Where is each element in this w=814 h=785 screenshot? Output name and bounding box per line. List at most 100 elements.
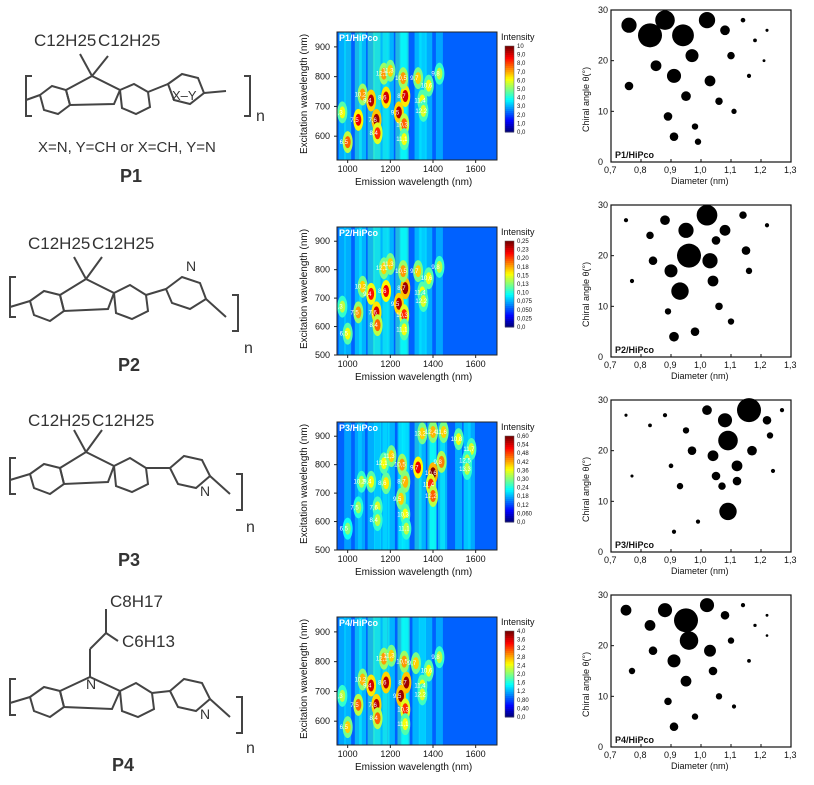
- bubble: [731, 108, 737, 114]
- colorbar-title: Intensity: [501, 227, 535, 237]
- peak-label: 9,5: [391, 110, 400, 116]
- peak-label: 11,3: [382, 262, 394, 268]
- bubble: [717, 413, 733, 428]
- peak-label: 12,2: [425, 494, 437, 500]
- colorbar-tick-label: 0,025: [517, 316, 533, 322]
- bubble: [753, 623, 757, 628]
- colorbar-segment: [505, 693, 514, 696]
- x-tick-label: 1,0: [694, 165, 707, 175]
- x-tick-label: 0,9: [664, 165, 677, 175]
- y-axis-label: Chiral angle θ(°): [581, 652, 591, 717]
- peak-label: 9,8: [431, 265, 440, 271]
- peak-core: [359, 280, 366, 293]
- colorbar-tick-label: 0,0: [517, 715, 526, 721]
- bubble: [740, 603, 746, 608]
- bubble: [664, 697, 672, 706]
- colorbar-segment: [505, 448, 514, 452]
- y-tick-label: 500: [315, 545, 330, 555]
- bubble: [682, 427, 690, 434]
- bubble: [648, 423, 652, 428]
- colorbar-frame: [504, 630, 515, 718]
- x-axis-label: Diameter (nm): [671, 566, 729, 576]
- y-tick-label: 900: [315, 627, 330, 637]
- peak-core: [358, 475, 365, 488]
- colorbar-tick-label: 8,0: [517, 61, 526, 67]
- emission-streak: [374, 227, 382, 355]
- peak-label: 8,4: [370, 131, 379, 137]
- substituent-a-p3: C12H25: [28, 411, 90, 430]
- bubble: [650, 60, 662, 72]
- peak-label: 9,7: [408, 661, 417, 667]
- colorbar-segment: [505, 674, 514, 677]
- peak-core: [399, 458, 406, 471]
- peak-core: [359, 673, 366, 686]
- bubble: [708, 666, 718, 676]
- bubble: [644, 620, 656, 631]
- y-tick-label: 0: [598, 742, 603, 752]
- colorbar-segment: [505, 498, 514, 501]
- colorbar-segment: [505, 635, 514, 638]
- bubble: [620, 604, 632, 616]
- x-tick-label: 1,3: [784, 750, 797, 760]
- peak-core: [398, 492, 404, 505]
- peak-core: [374, 514, 381, 527]
- colorbar-tick-label: 0,0: [517, 325, 526, 331]
- peak-core: [368, 94, 375, 107]
- colorbar-segment: [505, 277, 514, 281]
- colorbar-frame: [504, 45, 515, 133]
- x-tick-label: 1600: [466, 749, 486, 759]
- bubble: [666, 68, 682, 83]
- y-tick-label: 900: [315, 431, 330, 441]
- emission-streak: [374, 617, 382, 745]
- peak-core: [402, 90, 409, 102]
- emission-streak: [338, 617, 346, 745]
- peak-core: [403, 522, 410, 535]
- bubble: [727, 318, 735, 325]
- colorbar-segment: [505, 506, 514, 510]
- emission-streak: [344, 32, 352, 160]
- peak-label: 12,1: [376, 266, 388, 272]
- substituent-b-p4: C6H13: [122, 632, 175, 651]
- colorbar-segment: [505, 697, 514, 701]
- peak-label: 11,1: [396, 137, 408, 143]
- colorbar-tick-label: 0,20: [517, 256, 529, 262]
- x-tick-label: 1,1: [724, 165, 737, 175]
- emission-streak: [374, 422, 382, 550]
- peak-core: [402, 475, 409, 488]
- colorbar-segment: [505, 279, 514, 283]
- colorbar-segment: [505, 63, 514, 66]
- emission-streak: [344, 617, 352, 745]
- colorbar-segment: [505, 119, 514, 122]
- colorbar-segment: [505, 708, 514, 712]
- bubble: [762, 59, 766, 63]
- colorbar-segment: [505, 251, 514, 255]
- x-tick-label: 1200: [380, 554, 400, 564]
- heatmap-field: 6,5 7,5 8,3 7,6 8,4 9,410,2 8,6 12,1 8,7 9,5 10,3 1…: [337, 617, 445, 745]
- peak-label: 8,4: [370, 716, 379, 722]
- colorbar-segment: [505, 509, 514, 512]
- y-tick-label: 30: [598, 590, 608, 600]
- x-tick-label: 1,3: [784, 555, 797, 565]
- peak-label: 10,3: [397, 512, 409, 518]
- x-tick-label: 0,8: [634, 360, 647, 370]
- x-tick-label: 1,2: [754, 750, 767, 760]
- colorbar-segment: [505, 290, 514, 294]
- chirality-map-p2: 0,7 0,8 0,9 1,0 1,1 1,2 1,3 0 10 20 30 Diameter (nm…: [565, 195, 814, 390]
- bubble: [731, 460, 743, 472]
- colorbar-segment: [505, 309, 514, 313]
- peak-label: 11,3: [383, 654, 395, 660]
- colorbar-segment: [505, 50, 514, 53]
- bubble: [660, 215, 670, 226]
- peak-label: 9,8: [431, 72, 440, 78]
- bubble: [687, 446, 697, 455]
- colorbar-segment: [505, 52, 514, 56]
- substituent-b-p1: C12H25: [98, 31, 160, 50]
- peak-core: [374, 319, 381, 332]
- peak-core: [425, 272, 432, 285]
- peak-label: 12,1: [376, 657, 388, 663]
- bubble: [715, 302, 723, 311]
- colorbar-segment: [505, 264, 514, 268]
- peak-label: 11,3: [383, 454, 395, 460]
- y-tick-label: 20: [598, 56, 608, 66]
- bubble: [719, 224, 731, 236]
